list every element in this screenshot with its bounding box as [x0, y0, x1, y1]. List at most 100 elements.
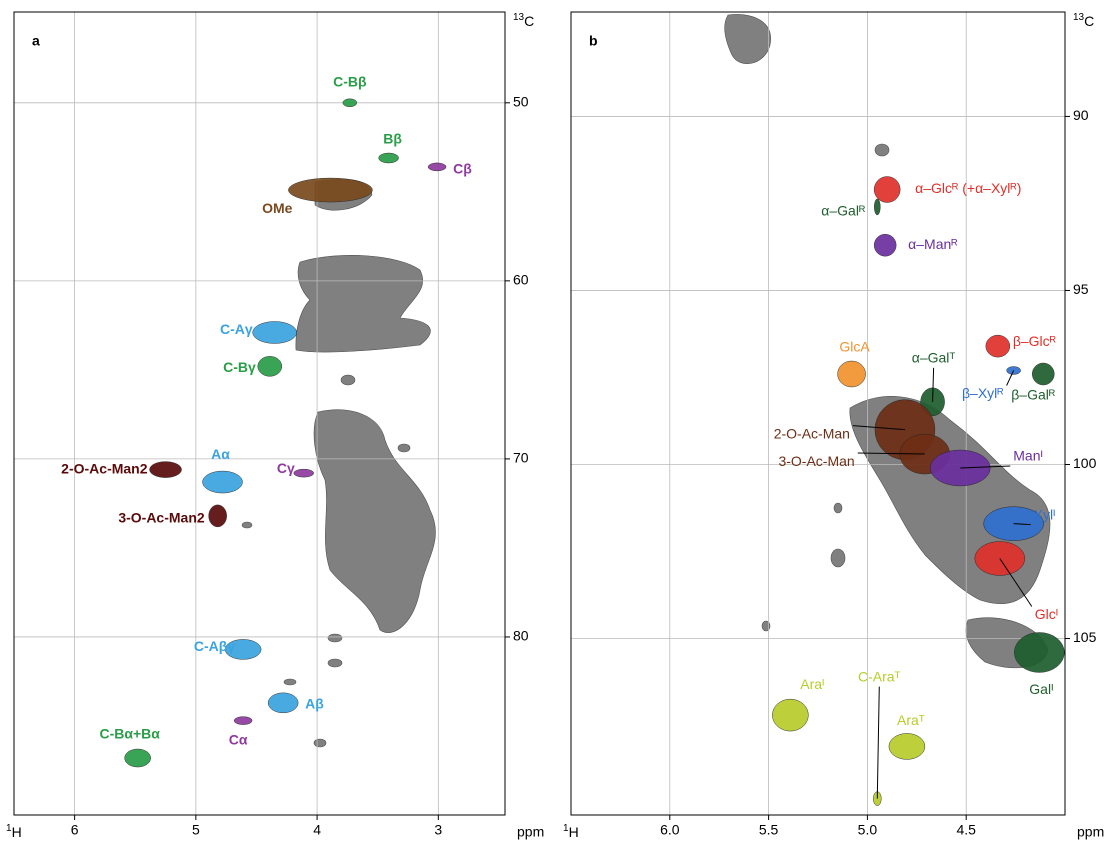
peak-label: α–Galᵀ [912, 350, 956, 366]
x-tick-label: 6.0 [660, 822, 680, 838]
peak [428, 163, 446, 171]
peak [209, 505, 227, 527]
y-axis-label: 13C [1073, 12, 1094, 29]
y-tick-label: 50 [513, 94, 529, 110]
peak [203, 471, 243, 493]
peak-label: C-Bβ [333, 74, 367, 90]
peak [343, 99, 357, 107]
peak [150, 462, 182, 478]
y-tick-label: 90 [1073, 107, 1089, 123]
peak-label: α–Glcᴿ (+α–Xylᴿ) [915, 180, 1021, 196]
y-tick-label: 100 [1073, 455, 1097, 471]
y-tick-label: 70 [513, 450, 529, 466]
peak [874, 177, 900, 203]
peak-label: α–Manᴿ [908, 236, 958, 252]
x-tick-label: 3 [434, 822, 442, 838]
panel-label: a [32, 33, 40, 49]
peak-label: Araᴵ [800, 676, 824, 692]
contour [398, 444, 410, 452]
peak-label: β–Xylᴿ [962, 385, 1004, 401]
peak [294, 469, 314, 477]
peak [234, 717, 252, 725]
peak-label: Xylᴵ [1034, 506, 1056, 522]
peak [258, 356, 282, 376]
contour [341, 375, 355, 385]
peak [1014, 632, 1064, 672]
peak-label: Aβ [305, 696, 324, 712]
y-tick-label: 80 [513, 628, 529, 644]
contour [242, 522, 252, 528]
peak-label: Cα [229, 731, 248, 747]
contour [284, 679, 296, 685]
peak [838, 361, 866, 387]
peak [125, 749, 151, 767]
peak [1032, 363, 1054, 385]
y-tick-label: 60 [513, 272, 529, 288]
x-tick-label: 5.5 [759, 822, 779, 838]
contour [831, 549, 845, 567]
peak-label: Glcᴵ [1035, 606, 1058, 622]
peak [379, 153, 399, 163]
peak [874, 199, 880, 215]
contour [875, 144, 889, 156]
peak-label: Bβ [383, 131, 402, 147]
contour [314, 410, 435, 633]
peak-label: Cβ [453, 161, 472, 177]
peak [874, 234, 896, 256]
peak [268, 693, 298, 713]
y-label-nucleus: C [1084, 13, 1094, 29]
y-tick-label: 105 [1073, 629, 1097, 645]
peak-label: C-Bγ [223, 359, 256, 375]
x-tick-label: 6 [71, 822, 79, 838]
x-tick-label: 5 [192, 822, 200, 838]
x-label-nucleus: H [569, 824, 579, 840]
leader-line [877, 687, 879, 799]
peak-label: C-Aγ [220, 321, 253, 337]
contour [725, 14, 771, 63]
peak-label: C-Araᵀ [858, 668, 901, 684]
peak-label: 2-O-Ac-Man [774, 425, 850, 441]
peak-label: Manᴵ [1013, 448, 1043, 464]
contour [834, 503, 842, 513]
plot-frame [571, 12, 1065, 815]
contour [328, 634, 342, 642]
contour [296, 255, 431, 352]
peak [288, 178, 372, 202]
peak-label: GlcA [839, 339, 870, 355]
x-unit: ppm [517, 824, 544, 840]
contour [314, 739, 326, 747]
peak-label: Aα [211, 446, 230, 462]
peak [772, 699, 808, 731]
peak-label: 3-O-Ac-Man [778, 453, 854, 469]
contour [328, 659, 342, 667]
peak-label: Araᵀ [897, 712, 925, 728]
x-tick-label: 4.5 [956, 822, 976, 838]
peak [986, 335, 1010, 357]
y-axis-label: 13C [513, 12, 534, 29]
x-unit: ppm [1077, 824, 1104, 840]
peak-label: C-Bα+Bα [99, 726, 160, 742]
figure: 654350607080a1Hppm13CC-BβBβCβOMeC-AγC-Bγ… [0, 0, 1110, 843]
peak [889, 733, 925, 759]
peak-label: Cγ [277, 460, 295, 476]
peak-label: 2-O-Ac-Man2 [61, 460, 148, 476]
x-tick-label: 4 [313, 822, 321, 838]
peak [253, 321, 297, 343]
x-axis-label: 1H [6, 823, 22, 840]
y-label-sup: 13 [513, 12, 525, 23]
y-label-sup: 13 [1073, 12, 1085, 23]
peak-label: 3-O-Ac-Man2 [118, 510, 205, 526]
peak-label: OMe [262, 200, 293, 216]
peak-label: Galᴵ [1029, 681, 1053, 697]
plot-frame [14, 12, 505, 815]
panel: 6 5 4 3 50 60 70 80 a 1H ppm 13C C-Bβ Bβ Cβ OMe C-Aγ C-Bγ… [6, 12, 544, 840]
y-label-nucleus: C [524, 13, 534, 29]
x-label-nucleus: H [12, 824, 22, 840]
x-tick-label: 5.0 [858, 822, 878, 838]
y-tick-label: 95 [1073, 281, 1089, 297]
peak-label: C-Aβγ [194, 638, 235, 654]
peak-label: α–Galᴿ [821, 203, 866, 219]
panel-label: b [589, 33, 598, 49]
peak-label: β–Galᴿ [1011, 387, 1056, 403]
